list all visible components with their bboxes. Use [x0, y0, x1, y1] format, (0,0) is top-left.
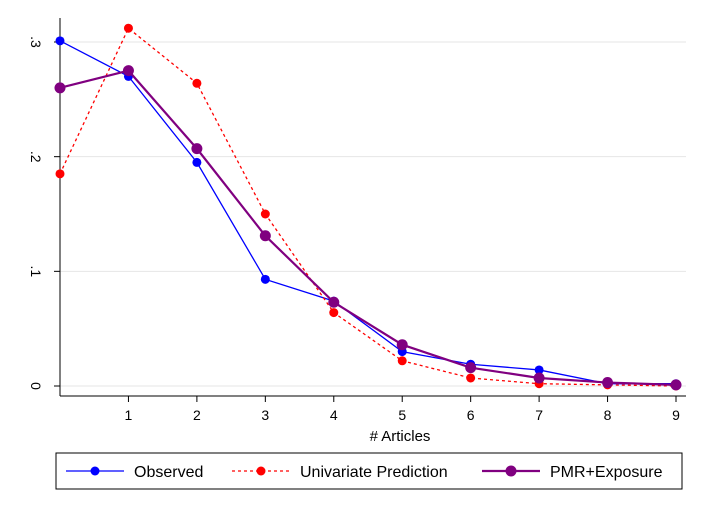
- x-tick-label: 9: [672, 407, 680, 423]
- legend-label: Univariate Prediction: [300, 464, 448, 481]
- legend-label: Observed: [134, 464, 203, 481]
- data-point: [466, 373, 476, 383]
- series-univariate-prediction: [55, 23, 681, 391]
- gridlines: [60, 41, 686, 387]
- data-point: [123, 23, 133, 33]
- x-axis-ticks: 1 2 3 4 5 6 7 8 9: [125, 396, 680, 423]
- data-series: [54, 23, 682, 391]
- x-tick-label: 1: [125, 407, 133, 423]
- x-tick-label: 6: [467, 407, 475, 423]
- data-point: [396, 339, 408, 351]
- data-point: [191, 143, 203, 155]
- data-point: [55, 169, 65, 179]
- axes: [59, 18, 686, 397]
- series-line: [59, 40, 676, 385]
- data-point: [397, 356, 407, 366]
- x-tick-label: 5: [398, 407, 406, 423]
- data-point: [54, 82, 66, 94]
- data-point: [192, 157, 202, 167]
- series-pmr-exposure: [54, 65, 682, 391]
- data-point: [534, 365, 544, 375]
- data-point: [465, 362, 477, 374]
- data-point: [670, 379, 682, 391]
- data-point: [122, 65, 134, 77]
- series-line: [59, 27, 677, 387]
- legend-label: PMR+Exposure: [550, 464, 663, 481]
- data-point: [260, 274, 270, 284]
- legend: Observed Univariate Prediction PMR+Exposur…: [55, 452, 683, 490]
- y-axis-ticks: 0 .1 .2 .3: [28, 36, 60, 390]
- data-point: [602, 377, 614, 389]
- y-tick-label: .2: [28, 151, 44, 163]
- x-tick-label: 4: [330, 407, 338, 423]
- y-tick-label: 0: [28, 382, 44, 390]
- x-tick-label: 8: [604, 407, 612, 423]
- y-tick-label: .1: [28, 265, 44, 277]
- data-point: [329, 308, 339, 318]
- series-observed: [55, 36, 681, 389]
- data-point: [260, 209, 270, 219]
- legend-marker: [90, 466, 100, 476]
- legend-marker: [505, 465, 517, 477]
- x-tick-label: 2: [193, 407, 201, 423]
- legend-marker: [256, 466, 266, 476]
- data-point: [259, 230, 271, 242]
- y-tick-label: .3: [28, 36, 44, 48]
- x-tick-label: 7: [535, 407, 543, 423]
- data-point: [192, 78, 202, 88]
- data-point: [55, 36, 65, 46]
- series-line: [59, 69, 677, 386]
- legend-box: [55, 452, 683, 490]
- data-point: [533, 372, 545, 384]
- x-tick-label: 3: [261, 407, 269, 423]
- x-axis-label: # Articles: [370, 428, 431, 445]
- data-point: [328, 296, 340, 308]
